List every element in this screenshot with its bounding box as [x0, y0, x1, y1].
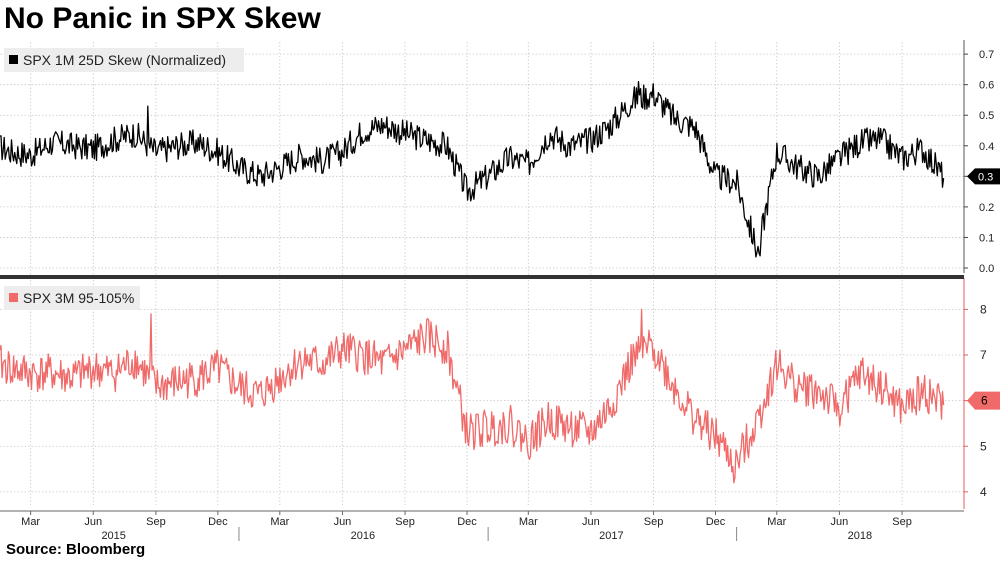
panel-divider: [0, 275, 964, 279]
x-tick-label-year: 2015: [101, 530, 125, 542]
bottom-y-tick-label: 8: [980, 302, 987, 316]
x-tick-label-month: Mar: [519, 516, 538, 528]
x-tick-label-month: Jun: [582, 516, 600, 528]
top-legend-box: [4, 48, 244, 72]
x-tick-label-year: 2018: [848, 530, 872, 542]
bottom-last-value-label: 6: [981, 394, 988, 408]
bottom-legend: SPX 3M 95-105%: [4, 286, 140, 310]
top-legend-label: SPX 1M 25D Skew (Normalized): [23, 52, 226, 68]
bottom-last-value-marker: 6: [967, 391, 1000, 410]
bottom-legend-box: [4, 286, 140, 310]
series-line-spx-3m-95-105: [0, 308, 945, 484]
top-legend-swatch: [9, 55, 18, 64]
x-axis: Mar Jun Sep Dec Mar Jun Sep Dec Mar Jun Sep Dec Mar J…: [0, 510, 964, 542]
top-y-tick-label: 0.6: [979, 80, 994, 92]
x-tick-label-year: 2017: [599, 530, 623, 542]
x-tick-label-month: Dec: [457, 516, 477, 528]
top-y-tick-label: 0.2: [979, 202, 994, 214]
bottom-last-value-arrow: [967, 391, 1000, 410]
top-y-tick-labels: 0.0 0.1 0.2 0.3 0.4 0.5 0.6 0.7: [979, 49, 994, 275]
top-y-tick-label: 0.5: [979, 110, 994, 122]
bottom-panel-grid: [0, 278, 968, 509]
top-legend: SPX 1M 25D Skew (Normalized): [4, 48, 244, 72]
top-y-tick-label: 0.4: [979, 141, 994, 153]
top-y-tick-label: 0.7: [979, 49, 994, 61]
x-tick-label-month: Jun: [334, 516, 352, 528]
x-tick-label-month: Jun: [84, 516, 102, 528]
bottom-y-tick-label: 7: [980, 348, 987, 362]
x-tick-label-month: Mar: [767, 516, 786, 528]
x-tick-label-month: Mar: [270, 516, 289, 528]
top-last-value-label: 0.3: [978, 171, 993, 183]
top-last-value-marker: 0.3: [967, 168, 1000, 185]
top-y-tick-label: 0.1: [979, 232, 994, 244]
x-tick-label-month: Sep: [644, 516, 664, 528]
source-note: Source: Bloomberg: [6, 541, 146, 558]
bottom-y-tick-label: 5: [980, 439, 987, 453]
x-tick-label-month: Sep: [892, 516, 912, 528]
x-tick-label-month: Sep: [146, 516, 166, 528]
top-last-value-arrow: [967, 168, 1000, 185]
x-tick-label-month: Jun: [831, 516, 849, 528]
x-tick-label-year: 2016: [351, 530, 375, 542]
bottom-legend-label: SPX 3M 95-105%: [23, 290, 134, 306]
x-tick-label-month: Sep: [395, 516, 415, 528]
x-tick-label-month: Dec: [208, 516, 228, 528]
bottom-y-tick-label: 4: [980, 485, 987, 499]
x-gridlines: [30, 42, 903, 505]
x-tick-label-month: Mar: [21, 516, 40, 528]
series-line-spx-1m-25d-skew: [0, 80, 945, 258]
top-y-tick-label: 0.0: [979, 263, 994, 275]
bottom-legend-swatch: [9, 293, 18, 302]
top-panel-grid: [0, 40, 968, 273]
x-tick-label-month: Dec: [706, 516, 726, 528]
chart-title: No Panic in SPX Skew: [4, 2, 321, 35]
